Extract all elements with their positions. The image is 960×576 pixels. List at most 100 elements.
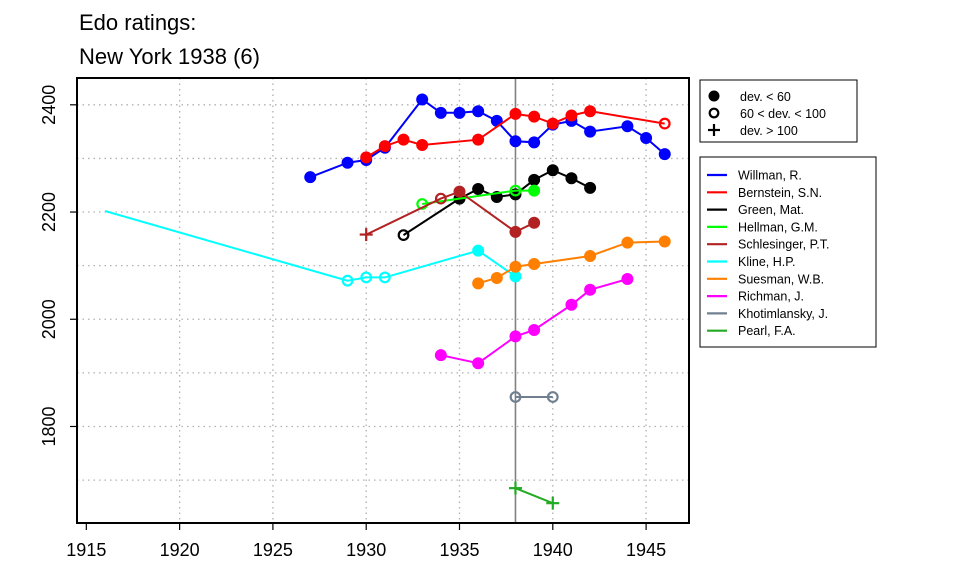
data-point bbox=[341, 274, 354, 287]
chart-subtitle: New York 1938 (6) bbox=[79, 44, 260, 69]
data-point bbox=[416, 93, 429, 106]
series-group bbox=[104, 93, 671, 510]
x-tick-label: 1945 bbox=[626, 540, 666, 560]
series bbox=[304, 93, 671, 184]
data-point bbox=[360, 271, 373, 284]
data-point bbox=[640, 132, 653, 145]
data-point bbox=[509, 135, 522, 148]
legend-label: Green, Mat. bbox=[738, 203, 804, 217]
data-point bbox=[546, 391, 559, 403]
marker-legend-label: dev. > 100 bbox=[740, 124, 798, 138]
data-point bbox=[528, 136, 541, 149]
data-point bbox=[528, 258, 541, 271]
legend-label: Khotimlansky, J. bbox=[738, 307, 828, 321]
data-point bbox=[584, 250, 597, 262]
series bbox=[360, 105, 671, 164]
data-point bbox=[658, 235, 671, 248]
data-point bbox=[621, 236, 634, 249]
data-point bbox=[416, 198, 429, 210]
x-tick-label: 1915 bbox=[66, 540, 106, 560]
data-point bbox=[584, 105, 597, 118]
data-point bbox=[708, 90, 720, 102]
legend-label: Pearl, F.A. bbox=[738, 324, 796, 338]
chart-title-block: Edo ratings: New York 1938 (6) bbox=[79, 6, 260, 74]
x-tick-label: 1930 bbox=[346, 540, 386, 560]
data-point bbox=[528, 173, 541, 186]
data-point bbox=[708, 107, 720, 119]
data-point bbox=[584, 125, 597, 138]
data-point bbox=[509, 107, 522, 120]
data-point bbox=[546, 117, 559, 130]
series bbox=[104, 210, 522, 287]
legend-label: Schlesinger, P.T. bbox=[738, 238, 830, 252]
legend-label: Bernstein, S.N. bbox=[738, 186, 822, 200]
data-point bbox=[434, 106, 447, 119]
plot-frame bbox=[76, 77, 690, 524]
data-point bbox=[304, 171, 317, 184]
y-tick-label: 2000 bbox=[39, 299, 59, 339]
data-point bbox=[528, 110, 541, 123]
series-line bbox=[477, 240, 665, 285]
data-point bbox=[546, 164, 559, 177]
data-point bbox=[397, 133, 410, 146]
chart-title: Edo ratings: bbox=[79, 10, 197, 35]
data-point bbox=[453, 185, 466, 198]
series-line bbox=[365, 190, 535, 236]
data-point bbox=[621, 273, 634, 286]
data-point bbox=[509, 330, 522, 343]
data-point bbox=[528, 323, 541, 336]
data-point bbox=[434, 349, 447, 362]
series-line bbox=[422, 189, 535, 205]
data-point bbox=[565, 298, 578, 311]
data-point bbox=[546, 496, 560, 510]
data-point bbox=[360, 151, 373, 164]
marker-legend-label: 60 < dev. < 100 bbox=[740, 107, 826, 121]
data-point bbox=[528, 216, 541, 229]
series-line bbox=[440, 278, 628, 365]
data-point bbox=[528, 184, 541, 197]
data-point bbox=[658, 148, 671, 161]
series bbox=[359, 185, 541, 242]
data-point bbox=[434, 192, 447, 205]
data-point bbox=[565, 172, 578, 185]
data-point bbox=[472, 182, 485, 195]
data-point bbox=[565, 109, 578, 122]
data-point bbox=[397, 229, 410, 241]
legend-label: Willman, R. bbox=[738, 169, 802, 183]
series-line bbox=[515, 487, 554, 505]
data-point bbox=[658, 117, 671, 130]
series bbox=[509, 391, 559, 403]
series bbox=[508, 481, 560, 510]
legend-label: Richman, J. bbox=[738, 290, 804, 304]
data-point bbox=[472, 357, 485, 370]
data-point bbox=[416, 139, 429, 152]
data-point bbox=[509, 260, 522, 273]
y-tick-label: 2200 bbox=[39, 192, 59, 232]
data-point bbox=[509, 225, 522, 238]
series-line bbox=[309, 98, 666, 179]
series-line bbox=[104, 210, 517, 282]
data-point bbox=[378, 271, 391, 284]
data-point bbox=[584, 283, 597, 296]
data-point bbox=[508, 481, 522, 495]
y-tick-label: 2400 bbox=[39, 85, 59, 125]
x-tick-label: 1940 bbox=[533, 540, 573, 560]
data-point bbox=[453, 106, 466, 119]
data-point bbox=[472, 244, 485, 257]
series-legend: Willman, R. Bernstein, S.N. Green, Mat. Hel… bbox=[699, 156, 877, 348]
data-point bbox=[341, 156, 354, 169]
series bbox=[416, 184, 541, 210]
data-point bbox=[509, 184, 522, 197]
data-point bbox=[472, 277, 485, 290]
series bbox=[472, 235, 671, 290]
data-point bbox=[509, 391, 522, 403]
data-point bbox=[359, 228, 373, 242]
x-tick-label: 1935 bbox=[439, 540, 479, 560]
data-point bbox=[708, 124, 720, 136]
axes: 1915 1920 1925 1930 1935 1940 1945 1800 2000 2200… bbox=[39, 85, 666, 560]
data-point bbox=[621, 120, 634, 133]
data-point bbox=[378, 140, 391, 153]
series-legend-box bbox=[699, 156, 877, 348]
x-tick-label: 1925 bbox=[253, 540, 293, 560]
data-point bbox=[584, 181, 597, 194]
